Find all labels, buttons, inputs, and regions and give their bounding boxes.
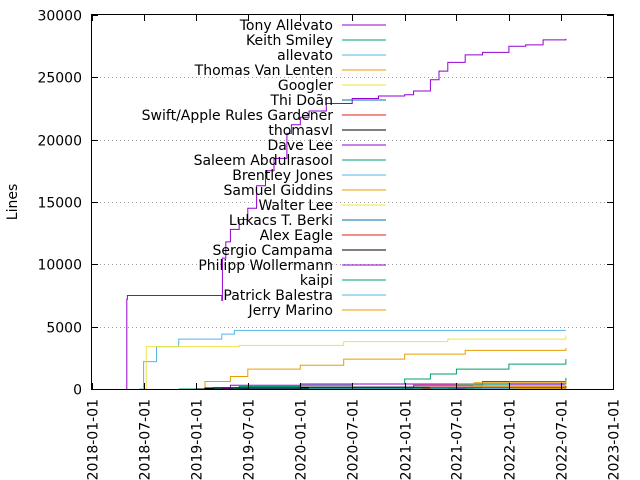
legend-entry: Thi Doãn: [269, 93, 386, 109]
legend-entry: Lukacs T. Berki: [229, 213, 386, 229]
legend-entry: Thomas Van Lenten: [194, 63, 386, 79]
x-tick-label: 2020-07-01: [346, 399, 362, 480]
x-tick-label: 2023-01-01: [607, 399, 623, 480]
legend-label: Keith Smiley: [246, 33, 333, 49]
legend-label: Brentley Jones: [232, 168, 333, 184]
x-tick-label: 2018-07-01: [138, 399, 154, 480]
series-line: [126, 38, 567, 390]
legend-label: Swift/Apple Rules Gardener: [142, 108, 334, 124]
x-axis-ticks: 2018-01-01 2018-07-01 2019-01-01 2019-07-01…: [86, 15, 623, 480]
legend-entry: Brentley Jones: [232, 168, 386, 184]
legend-entry: Dave Lee: [268, 138, 386, 154]
y-tick-label: 15000: [37, 196, 82, 212]
y-axis-ticks: 0 5000 10000 15000 20000 25000 30000: [37, 9, 613, 399]
legend-entry: kaipi: [300, 273, 386, 289]
legend-label: Thomas Van Lenten: [194, 63, 333, 79]
legend-label: kaipi: [300, 273, 333, 289]
x-tick-label: 2018-01-01: [86, 399, 102, 480]
legend-label: Patrick Balestra: [223, 288, 333, 304]
x-tick-label: 2020-01-01: [294, 399, 310, 480]
legend-entry: Sergio Campama: [213, 243, 386, 259]
legend-entry: Philipp Wollermann: [198, 258, 386, 274]
legend-label: Jerry Marino: [248, 303, 334, 319]
series-line: [143, 335, 567, 390]
legend-entry: Samuel Giddins: [224, 183, 386, 199]
legend-label: Tony Allevato: [239, 18, 333, 34]
legend-label: Googler: [278, 78, 333, 94]
x-tick-label: 2021-01-01: [399, 399, 415, 480]
legend-entry: thomasvl: [268, 123, 386, 139]
legend-label: Walter Lee: [258, 198, 333, 214]
legend-label: Lukacs T. Berki: [229, 213, 333, 229]
legend-label: Philipp Wollermann: [198, 258, 333, 274]
legend-entry: Alex Eagle: [260, 228, 386, 244]
y-tick-label: 30000: [37, 9, 82, 25]
legend-label: Dave Lee: [268, 138, 334, 154]
x-tick-label: 2022-07-01: [555, 399, 571, 480]
x-tick-label: 2022-01-01: [503, 399, 519, 480]
legend-label: Thi Doãn: [269, 93, 333, 109]
legend-entry: Jerry Marino: [248, 303, 386, 319]
y-tick-label: 20000: [37, 134, 82, 150]
x-tick-label: 2019-01-01: [190, 399, 206, 480]
legend-entry: Swift/Apple Rules Gardener: [142, 108, 386, 124]
legend-label: Saleem Abdulrasool: [194, 153, 333, 169]
legend-label: Samuel Giddins: [224, 183, 334, 199]
y-tick-label: 0: [73, 383, 82, 399]
legend-entry: Walter Lee: [258, 198, 386, 214]
legend-entry: allevato: [277, 48, 386, 64]
legend-label: Alex Eagle: [260, 228, 333, 244]
x-tick-label: 2019-07-01: [242, 399, 258, 480]
series-lines: [126, 38, 567, 390]
series-line: [178, 359, 567, 390]
x-tick-label: 2021-07-01: [450, 399, 466, 480]
legend-label: Sergio Campama: [213, 243, 333, 259]
y-tick-label: 10000: [37, 258, 82, 274]
y-axis-title: Lines: [5, 184, 21, 220]
y-tick-label: 5000: [46, 321, 82, 337]
legend-entry: Patrick Balestra: [223, 288, 386, 304]
series-line: [139, 329, 566, 390]
legend-label: allevato: [277, 48, 333, 64]
legend-entry: Googler: [278, 78, 386, 94]
legend-entry: Saleem Abdulrasool: [194, 153, 386, 169]
legend-entry: Keith Smiley: [246, 33, 386, 49]
series-line: [196, 347, 567, 390]
series-line: [508, 387, 567, 390]
legend-entry: Tony Allevato: [239, 18, 386, 34]
plot-frame: [91, 14, 614, 390]
y-tick-label: 25000: [37, 71, 82, 87]
legend-label: thomasvl: [268, 123, 333, 139]
